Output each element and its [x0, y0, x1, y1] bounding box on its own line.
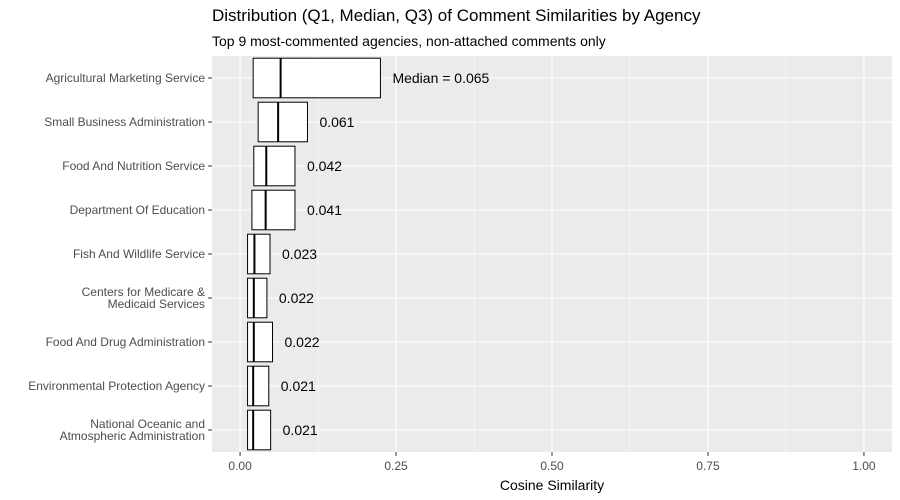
grid-lines: [212, 56, 892, 452]
box: [253, 145, 296, 187]
x-tick-label: 0.75: [696, 459, 720, 473]
y-tick-label-line: Agricultural Marketing Service: [46, 71, 206, 85]
median-label: 0.042: [307, 158, 342, 174]
y-tick-label: Agricultural Marketing Service: [46, 71, 206, 85]
median-label: 0.022: [285, 334, 320, 350]
y-tick-label: Department Of Education: [70, 203, 205, 217]
y-tick-label: Fish And Wildlife Service: [73, 247, 205, 261]
median-label: 0.021: [283, 422, 318, 438]
y-tick-label-line: Fish And Wildlife Service: [73, 247, 205, 261]
y-tick-label-line: Small Business Administration: [44, 115, 205, 129]
x-tick-label: 1.00: [852, 459, 876, 473]
y-tick-label: Environmental Protection Agency: [28, 379, 205, 393]
y-tick-label: Food And Drug Administration: [46, 335, 205, 349]
y-tick-label: Small Business Administration: [44, 115, 205, 129]
y-tick-label-line: Medicaid Services: [108, 297, 205, 311]
y-axis: Agricultural Marketing Service Small Busi…: [28, 71, 212, 443]
box: [247, 321, 274, 363]
box: [257, 101, 308, 143]
median-label: 0.041: [307, 202, 342, 218]
y-tick-label: Centers for Medicare & Medicaid Services: [82, 285, 205, 311]
median-label: 0.021: [281, 378, 316, 394]
data-labels-layer: Median = 0.065 0.061 0.042 0.041 0.023 0.022 0…: [279, 70, 490, 438]
chart-subtitle: Top 9 most-commented agencies, non-attac…: [212, 33, 606, 49]
y-tick-label-line: National Oceanic and: [90, 417, 205, 431]
chart-title: Distribution (Q1, Median, Q3) of Comment…: [212, 6, 701, 25]
median-label: 0.022: [279, 290, 314, 306]
y-tick-label: Food And Nutrition Service: [62, 159, 205, 173]
y-tick-label-line: Food And Drug Administration: [46, 335, 205, 349]
box: [247, 233, 271, 275]
x-tick-label: 0.00: [228, 459, 252, 473]
box: [247, 409, 272, 451]
x-axis-title: Cosine Similarity: [500, 477, 604, 493]
y-tick-label: National Oceanic and Atmospheric Administ…: [60, 417, 205, 443]
y-tick-label-line: Environmental Protection Agency: [28, 379, 205, 393]
median-label: Median = 0.065: [392, 70, 489, 86]
y-tick-label-line: Atmospheric Administration: [60, 429, 205, 443]
median-label: 0.023: [282, 246, 317, 262]
y-tick-label-line: Centers for Medicare &: [82, 285, 205, 299]
x-axis: 0.00 0.25 0.50 0.75 1.00: [228, 452, 876, 473]
box: [247, 277, 268, 319]
y-tick-label-line: Food And Nutrition Service: [62, 159, 205, 173]
boxes-layer: [247, 57, 381, 451]
y-tick-label-line: Department Of Education: [70, 203, 205, 217]
box: [252, 57, 381, 99]
x-tick-label: 0.50: [540, 459, 564, 473]
x-tick-label: 0.25: [384, 459, 408, 473]
box: [247, 365, 270, 407]
box: [251, 189, 296, 231]
median-label: 0.061: [319, 114, 354, 130]
